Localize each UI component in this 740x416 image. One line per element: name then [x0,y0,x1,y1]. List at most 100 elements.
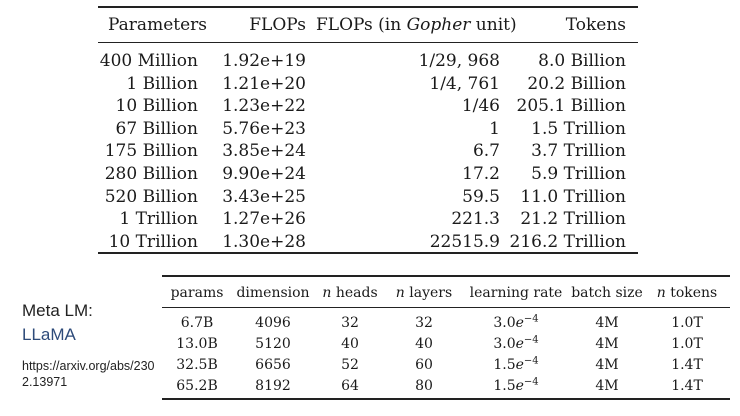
cell-gopher-units: 59.5 [462,186,500,207]
cell-learning-rate: 1.5e−4 [493,355,539,373]
cell-batch-size: 4M [595,357,619,373]
cell-gopher-units: 17.2 [462,164,500,184]
cell-tokens: 5.9 Trillion [531,164,626,184]
table-row: 280 Billion 9.90e+24 17.2 5.9 Trillion [98,163,638,185]
cell-flops: 1.23e+22 [222,96,306,117]
cell-learning-rate: 3.0e−4 [493,334,539,352]
table-row: 1 Trillion 1.27e+26 221.3 21.2 Trillion [98,208,638,230]
cell-tokens: 11.0 Trillion [520,186,626,207]
cell-gopher-units: 221.3 [451,209,500,230]
cell-n-heads: 32 [341,315,359,331]
cell-parameters: 10 Trillion [108,231,198,252]
cell-n-tokens: 1.4T [671,378,703,394]
cell-params: 13.0B [176,336,218,352]
cell-parameters: 520 Billion [104,186,198,207]
table-top-rule [162,275,730,277]
cell-parameters: 1 Trillion [119,209,198,230]
cell-flops: 1.30e+28 [222,231,306,252]
cell-n-heads: 64 [341,378,359,394]
cell-flops: 1.92e+19 [222,51,306,71]
cell-tokens: 20.2 Billion [527,73,626,94]
cell-batch-size: 4M [595,336,619,352]
cell-n-layers: 40 [415,336,433,352]
cell-dimension: 4096 [255,315,291,331]
cell-tokens: 1.5 Trillion [531,118,626,139]
model-caption: Meta LM: LLaMA https://arxiv.org/abs/230… [22,300,172,390]
table-row: 175 Billion 3.85e+24 6.7 3.7 Trillion [98,140,638,162]
cell-tokens: 216.2 Trillion [509,231,626,252]
header-parameters: Parameters [108,15,207,35]
cell-learning-rate: 1.5e−4 [493,376,539,394]
header-n-tokens: n tokens [656,285,718,301]
cell-parameters: 280 Billion [104,164,198,184]
cell-flops: 3.85e+24 [222,141,306,162]
header-n-heads: n heads [322,285,378,301]
caption-title: Meta LM: [22,301,93,320]
cell-flops: 9.90e+24 [222,164,306,184]
table-row: 6.7B 4096 32 32 3.0e−4 4M 1.0T [162,313,730,335]
header-learning-rate: learning rate [469,285,563,301]
header-flops-gopher-unit: FLOPs (in Gopher unit) [316,15,517,35]
cell-tokens: 21.2 Trillion [520,209,626,230]
cell-flops: 1.21e+20 [222,73,306,94]
cell-params: 32.5B [176,357,218,373]
table-header-rule [162,307,730,308]
header-dimension: dimension [236,285,310,301]
cell-params: 6.7B [180,315,214,331]
table-row: 1 Billion 1.21e+20 1/4, 761 20.2 Billion [98,73,638,95]
cell-flops: 5.76e+23 [222,118,306,139]
cell-parameters: 175 Billion [104,141,198,162]
cell-parameters: 67 Billion [115,118,198,139]
cell-gopher-units: 1/46 [461,96,500,117]
cell-gopher-units: 22515.9 [429,231,500,252]
cell-gopher-units: 1/4, 761 [429,73,500,94]
cell-tokens: 205.1 Billion [516,96,627,117]
header-batch-size: batch size [571,285,643,301]
cell-n-layers: 32 [415,315,433,331]
table-row: 65.2B 8192 64 80 1.5e−4 4M 1.4T [162,376,730,398]
cell-learning-rate: 3.0e−4 [493,313,539,331]
cell-n-layers: 80 [415,378,433,394]
table-row: 10 Billion 1.23e+22 1/46 205.1 Billion [98,95,638,117]
cell-dimension: 5120 [255,336,291,352]
cell-batch-size: 4M [595,315,619,331]
cell-params: 65.2B [176,378,218,394]
llama-hyperparameter-table: params dimension n heads n layers learni… [162,275,730,403]
cell-parameters: 1 Billion [126,73,198,94]
header-flops: FLOPs [249,15,306,35]
table-row: 13.0B 5120 40 40 3.0e−4 4M 1.0T [162,334,730,356]
header-params: params [170,285,224,301]
gopher-scaling-table: Parameters FLOPs FLOPs (in Gopher unit) … [98,6,638,254]
cell-n-heads: 52 [341,357,359,373]
cell-gopher-units: 1/29, 968 [418,51,500,71]
table-top-rule [98,6,638,8]
cell-n-tokens: 1.4T [671,357,703,373]
cell-parameters: 400 Million [99,51,198,71]
cell-tokens: 3.7 Trillion [531,141,626,162]
cell-batch-size: 4M [595,378,619,394]
table-row: 520 Billion 3.43e+25 59.5 11.0 Trillion [98,186,638,208]
table-header-row: params dimension n heads n layers learni… [162,283,730,305]
table-bottom-rule [162,398,730,400]
table-bottom-rule [98,252,638,254]
header-tokens: Tokens [565,15,626,35]
arxiv-link[interactable]: https://arxiv.org/abs/2302.13971 [22,359,155,389]
cell-n-heads: 40 [341,336,359,352]
table-row: 32.5B 6656 52 60 1.5e−4 4M 1.4T [162,355,730,377]
cell-n-tokens: 1.0T [671,315,703,331]
table-row: 400 Million 1.92e+19 1/29, 968 8.0 Billion [98,50,638,72]
cell-tokens: 8.0 Billion [538,51,626,71]
cell-dimension: 6656 [255,357,291,373]
table-header-rule [98,42,638,43]
cell-gopher-units: 6.7 [472,141,500,162]
cell-dimension: 8192 [255,378,291,394]
cell-flops: 3.43e+25 [222,186,306,207]
table-row: 10 Trillion 1.30e+28 22515.9 216.2 Trillion [98,231,638,253]
cell-n-layers: 60 [415,357,433,373]
header-n-layers: n layers [395,285,453,301]
cell-gopher-units: 1 [489,118,500,139]
cell-parameters: 10 Billion [115,96,198,117]
table-row: 67 Billion 5.76e+23 1 1.5 Trillion [98,118,638,140]
table-header-row: Parameters FLOPs FLOPs (in Gopher unit) … [98,14,638,36]
cell-flops: 1.27e+26 [222,209,306,230]
